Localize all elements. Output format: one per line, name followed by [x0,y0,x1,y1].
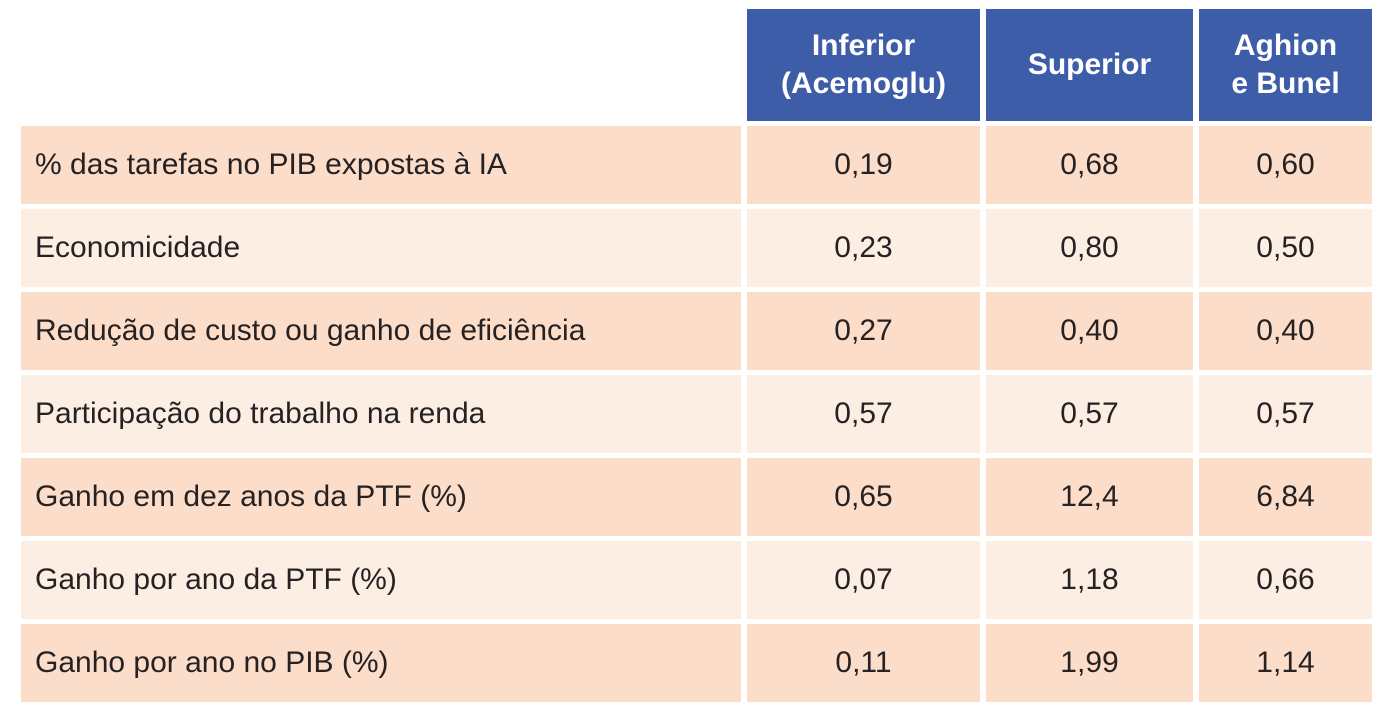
row-value: 1,99 [986,624,1193,702]
row-value: 0,66 [1199,541,1372,619]
row-label: Ganho por ano da PTF (%) [21,541,741,619]
row-value: 0,40 [1199,292,1372,370]
row-label: % das tarefas no PIB expostas à IA [21,126,741,204]
row-value: 1,18 [986,541,1193,619]
row-value: 0,27 [747,292,980,370]
row-value: 12,4 [986,458,1193,536]
row-value: 0,68 [986,126,1193,204]
row-value: 1,14 [1199,624,1372,702]
row-value: 0,57 [1199,375,1372,453]
row-value: 0,23 [747,209,980,287]
row-label: Ganho por ano no PIB (%) [21,624,741,702]
row-value: 6,84 [1199,458,1372,536]
row-value: 0,07 [747,541,980,619]
row-value: 0,65 [747,458,980,536]
column-header-aghion-e-bunel: Aghion e Bunel [1199,9,1372,121]
row-label: Economicidade [21,209,741,287]
row-value: 0,57 [747,375,980,453]
row-label: Ganho em dez anos da PTF (%) [21,458,741,536]
row-value: 0,40 [986,292,1193,370]
column-header-inferior-acemoglu: Inferior (Acemoglu) [747,9,980,121]
column-header-superior: Superior [986,9,1193,121]
row-value: 0,11 [747,624,980,702]
row-value: 0,60 [1199,126,1372,204]
scenario-comparison-table: Inferior (Acemoglu) Superior Aghion e Bu… [21,9,1372,702]
row-value: 0,57 [986,375,1193,453]
row-value: 0,50 [1199,209,1372,287]
row-label: Redução de custo ou ganho de eficiência [21,292,741,370]
row-value: 0,80 [986,209,1193,287]
table-corner-spacer [21,9,741,121]
row-label: Participação do trabalho na renda [21,375,741,453]
row-value: 0,19 [747,126,980,204]
